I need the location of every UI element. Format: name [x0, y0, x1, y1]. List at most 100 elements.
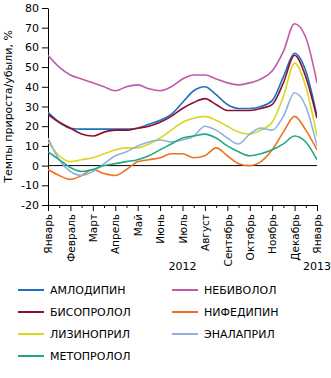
series-line	[48, 134, 317, 171]
plot: -20-1001020304050607080ЯнварьФевральМарт…	[21, 2, 323, 266]
y-tick-label: 40	[25, 81, 39, 94]
x-tick: Февраль	[65, 205, 77, 262]
x-tick-label: Январь	[42, 214, 54, 254]
x-tick-mark	[261, 205, 262, 208]
x-tick-label: Июль	[177, 214, 189, 244]
y-tick: 30	[25, 101, 48, 114]
x-tick	[149, 205, 150, 208]
legend-item: БИСОПРОЛОЛ	[18, 306, 131, 319]
x-tick	[59, 205, 60, 208]
x-tick	[126, 205, 127, 208]
legend-item: АМЛОДИПИН	[18, 284, 126, 297]
x-tick-mark	[239, 205, 240, 208]
year-label: 2013	[303, 260, 331, 273]
y-tick-mark	[42, 146, 48, 147]
x-tick-mark	[171, 205, 172, 208]
y-tick-mark	[42, 87, 48, 88]
x-tick: Май	[132, 205, 144, 236]
y-tick: 80	[25, 2, 48, 15]
x-tick	[216, 205, 217, 208]
series-line	[48, 55, 317, 136]
zero-line	[48, 165, 317, 166]
x-tick	[283, 205, 284, 208]
y-tick-mark	[42, 205, 48, 206]
x-tick-mark	[216, 205, 217, 208]
x-tick: Январь	[311, 205, 323, 254]
y-tick-mark	[42, 126, 48, 127]
y-tick-label: 80	[25, 2, 39, 15]
legend-label: АМЛОДИПИН	[50, 284, 126, 297]
x-tick-label: Ноябрь	[266, 214, 278, 254]
y-tick-mark	[42, 166, 48, 167]
legend-item: ЛИЗИНОПРИЛ	[18, 328, 130, 341]
x-tick-mark	[149, 205, 150, 208]
x-tick: Сентябрь	[222, 205, 234, 266]
x-tick-label: Январь	[311, 214, 323, 254]
y-tick-label: 30	[25, 101, 39, 114]
x-tick	[82, 205, 83, 208]
x-tick: Октябрь	[244, 205, 256, 260]
x-tick-mark	[317, 205, 318, 211]
x-tick-mark	[82, 205, 83, 208]
x-tick: Март	[87, 205, 99, 242]
x-tick-mark	[104, 205, 105, 208]
x-tick-label: Март	[87, 214, 99, 242]
y-tick: -10	[21, 179, 48, 192]
x-tick-label: Май	[132, 214, 144, 236]
legend-swatch	[18, 289, 44, 291]
x-tick-mark	[205, 205, 206, 211]
x-tick-mark	[160, 205, 161, 211]
x-tick: Январь	[42, 205, 54, 254]
x-tick	[104, 205, 105, 208]
legend-swatch	[18, 311, 44, 313]
legend-swatch	[172, 289, 198, 291]
y-axis-title: Темпы прироста/убыли, %	[2, 30, 15, 184]
y-tick: 20	[25, 120, 48, 133]
x-tick-label: Декабрь	[289, 214, 301, 261]
x-tick-mark	[183, 205, 184, 211]
legend-item: НИФЕДИПИН	[172, 306, 279, 319]
y-tick: -20	[21, 199, 48, 212]
legend-item: НЕБИВОЛОЛ	[172, 284, 276, 297]
x-tick-mark	[306, 205, 307, 208]
series-line	[48, 93, 317, 176]
legend-label: НЕБИВОЛОЛ	[204, 284, 276, 297]
y-axis: -20-1001020304050607080	[21, 2, 48, 212]
y-tick-mark	[42, 185, 48, 186]
y-tick: 0	[32, 160, 48, 173]
x-tick-mark	[48, 205, 49, 211]
legend-swatch	[172, 311, 198, 313]
x-tick-mark	[115, 205, 116, 211]
x-tick-mark	[227, 205, 228, 211]
x-tick-mark	[194, 205, 195, 208]
x-tick: Апрель	[109, 205, 121, 254]
legend-swatch	[18, 355, 44, 357]
legend-label: ЭНАЛАПРИЛ	[204, 328, 275, 341]
x-tick-mark	[295, 205, 296, 211]
legend-label: НИФЕДИПИН	[204, 306, 279, 319]
x-tick-label: Октябрь	[244, 214, 256, 260]
x-tick: Декабрь	[289, 205, 301, 261]
x-tick-mark	[272, 205, 273, 211]
y-tick-label: 70	[25, 22, 39, 35]
x-tick: Август	[199, 205, 211, 251]
x-tick-mark	[283, 205, 284, 208]
x-tick	[194, 205, 195, 208]
x-tick-mark	[70, 205, 71, 211]
series-line	[48, 24, 317, 91]
y-tick-label: 10	[25, 140, 39, 153]
x-tick	[239, 205, 240, 208]
legend-label: ЛИЗИНОПРИЛ	[50, 328, 130, 341]
legend-swatch	[18, 333, 44, 335]
x-tick-mark	[250, 205, 251, 211]
y-tick-mark	[42, 67, 48, 68]
x-tick-label: Сентябрь	[222, 214, 234, 266]
x-tick	[306, 205, 307, 208]
y-tick-mark	[42, 47, 48, 48]
x-tick: Ноябрь	[266, 205, 278, 254]
x-tick	[261, 205, 262, 208]
x-tick-label: Апрель	[109, 214, 121, 254]
x-tick: Июнь	[154, 205, 166, 244]
y-tick-label: -10	[21, 179, 39, 192]
x-tick-label: Август	[199, 214, 211, 251]
